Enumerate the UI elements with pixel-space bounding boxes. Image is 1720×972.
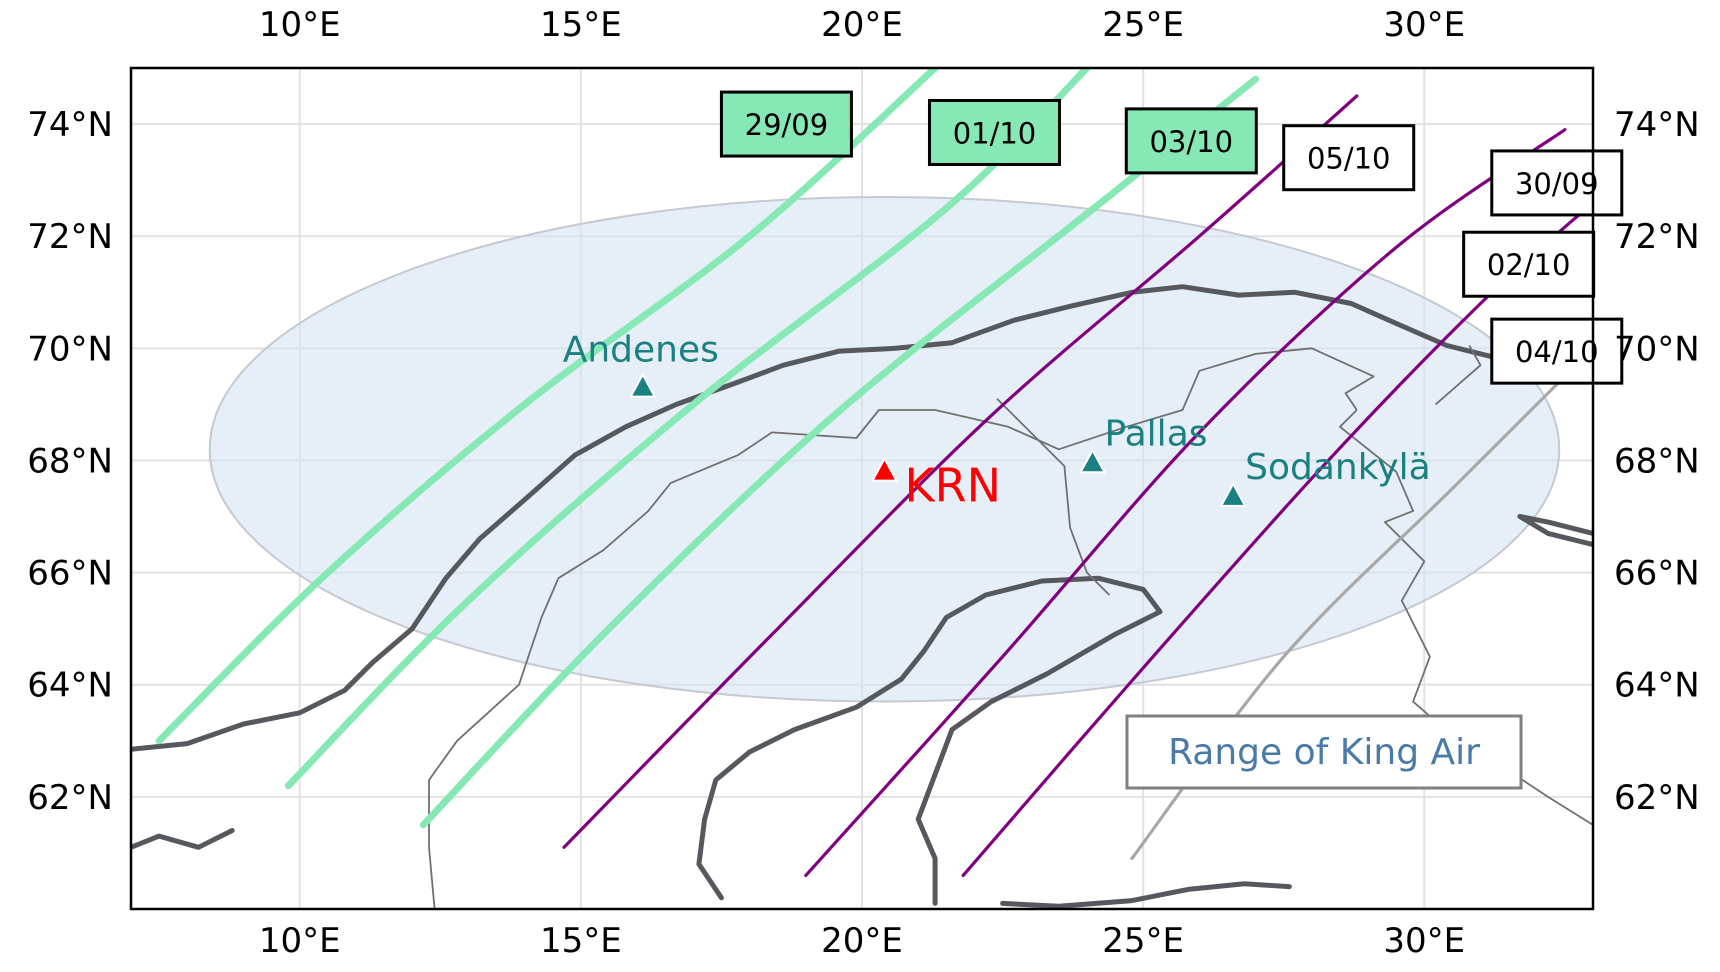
- lon-tick-label-bottom: 10°E: [259, 921, 341, 961]
- krn-label: KRN: [904, 459, 1001, 513]
- flight-track-01-10: [284, 68, 1091, 790]
- krn-marker: [870, 456, 899, 482]
- station-label-pallas: Pallas: [1105, 413, 1208, 454]
- range-of-king-air-area: [208, 195, 1561, 703]
- date-label-box: [1490, 317, 1624, 385]
- lat-tick-label-right: 66°N: [1614, 554, 1700, 594]
- stations: Andenes Pallas Sodankylä KRN: [563, 330, 1431, 513]
- lat-tick-label-right: 64°N: [1614, 666, 1700, 706]
- lat-tick-label-right: 72°N: [1614, 217, 1700, 257]
- border-segment: [996, 398, 1111, 596]
- flight-track-03-10: [419, 75, 1260, 829]
- lat-tick-label-right: 70°N: [1614, 329, 1700, 369]
- coastlines: [131, 284, 1593, 909]
- lon-tick-label-bottom: 30°E: [1383, 921, 1465, 961]
- lon-tick-label-top: 15°E: [540, 5, 622, 45]
- date-label-box: [1282, 124, 1416, 192]
- date-label-text: 04/10: [1515, 335, 1599, 369]
- date-label-02-10: 02/10: [1462, 230, 1596, 298]
- station-label-sodankylä: Sodankylä: [1245, 447, 1431, 488]
- date-label-box: [927, 98, 1061, 166]
- date-label-05-10: 05/10: [1282, 124, 1416, 192]
- date-label-01-10: 01/10: [927, 98, 1061, 166]
- map-frame: [129, 66, 1595, 911]
- date-label-text: 01/10: [953, 116, 1037, 150]
- date-label-box: [1490, 149, 1624, 217]
- date-label-box: [719, 90, 853, 158]
- date-label-text: 30/09: [1515, 167, 1599, 201]
- range-ellipse: [208, 195, 1561, 703]
- station-marker-sodankylä: [1219, 481, 1247, 507]
- lat-tick-label-left: 68°N: [27, 441, 113, 481]
- flight-track-30-09: [804, 128, 1567, 877]
- lat-tick-label-left: 72°N: [27, 217, 113, 257]
- lon-tick-label-top: 10°E: [259, 5, 341, 45]
- lat-tick-label-right: 74°N: [1614, 105, 1700, 145]
- lat-tick-label-left: 66°N: [27, 554, 113, 594]
- station-label-andenes: Andenes: [563, 330, 719, 371]
- date-label-text: 03/10: [1149, 125, 1233, 159]
- station-marker-pallas: [1078, 448, 1107, 474]
- range-legend: Range of King Air: [1125, 714, 1523, 790]
- lat-tick-label-left: 74°N: [27, 105, 113, 145]
- flight-track-05-10: [562, 94, 1359, 849]
- lon-tick-label-top: 20°E: [821, 5, 903, 45]
- date-label-text: 29/09: [745, 108, 829, 142]
- lat-tick-label-left: 64°N: [27, 666, 113, 706]
- range-legend-label: Range of King Air: [1168, 732, 1480, 773]
- range-legend-box: [1125, 714, 1523, 790]
- station-marker-andenes: [629, 372, 657, 398]
- lat-tick-label-right: 68°N: [1614, 441, 1700, 481]
- coastline-segment: [1517, 514, 1593, 548]
- lon-tick-label-top: 30°E: [1383, 5, 1465, 45]
- lon-tick-label-bottom: 25°E: [1102, 921, 1184, 961]
- coastline-segment: [1000, 881, 1292, 909]
- lat-tick-label-left: 62°N: [27, 778, 113, 818]
- flight-tracks: [155, 68, 1593, 877]
- coastline-segment: [696, 575, 1163, 906]
- date-label-30-09: 30/09: [1490, 149, 1624, 217]
- date-label-04-10: 04/10: [1490, 317, 1624, 385]
- track-date-labels: 29/09 01/10 03/10 05/10 30/09 02/10 04/10: [719, 90, 1624, 385]
- border-segment: [1435, 345, 1482, 406]
- lon-tick-label-bottom: 20°E: [821, 921, 903, 961]
- lat-tick-label-left: 70°N: [27, 329, 113, 369]
- date-label-text: 05/10: [1307, 142, 1391, 176]
- date-label-29-09: 29/09: [719, 90, 853, 158]
- date-label-text: 02/10: [1487, 248, 1571, 282]
- flight-track-29-09: [155, 68, 939, 745]
- lat-tick-label-right: 62°N: [1614, 778, 1700, 818]
- coastline-segment: [131, 284, 1593, 752]
- date-label-03-10: 03/10: [1124, 107, 1258, 175]
- lon-tick-label-bottom: 15°E: [540, 921, 622, 961]
- lon-tick-label-top: 25°E: [1102, 5, 1184, 45]
- coastline-segment: [131, 828, 235, 850]
- date-label-box: [1462, 230, 1596, 298]
- axis-tick-labels: 10°E 10°E 15°E 15°E 20°E 20°E 25°E 25°E 30°E 30°E…: [27, 5, 1699, 961]
- date-label-box: [1124, 107, 1258, 175]
